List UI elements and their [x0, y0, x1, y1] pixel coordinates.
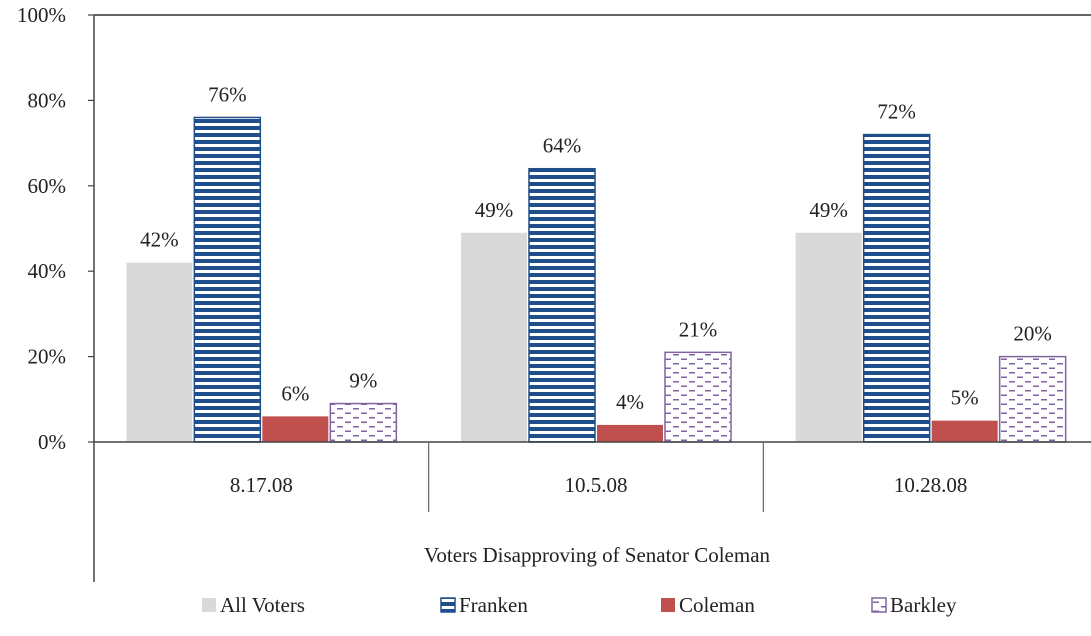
legend-swatch-coleman [661, 598, 675, 612]
bar-franken [528, 167, 596, 443]
x-category-label: 8.17.08 [230, 473, 293, 497]
bar-all-voters [126, 262, 193, 442]
category-group-label: Voters Disapproving of Senator Coleman [424, 543, 771, 567]
bar-barkley [664, 351, 732, 443]
bar-value-label: 6% [281, 381, 309, 405]
y-tick-label: 80% [28, 88, 67, 112]
x-category-label: 10.28.08 [894, 473, 968, 497]
x-axis: 8.17.08 10.5.08 10.28.08 [94, 441, 1091, 512]
legend-label: Barkley [890, 593, 957, 617]
y-tick-label: 20% [28, 345, 67, 369]
bar-value-label: 42% [140, 228, 179, 252]
bar-franken [862, 133, 931, 443]
x-category-label: 10.5.08 [565, 473, 628, 497]
y-axis-ticks: 0% 20% 40% 60% 80% 100% [17, 3, 94, 454]
legend: All Voters Franken Coleman Barkley [202, 593, 957, 617]
bar-value-label: 76% [208, 82, 247, 106]
plot-frame [93, 14, 1091, 582]
bars [126, 116, 1067, 443]
bar-coleman [597, 424, 663, 442]
legend-label: Coleman [679, 593, 755, 617]
bar-franken [193, 116, 262, 443]
bar-all-voters [461, 232, 527, 442]
bar-value-label: 9% [349, 369, 377, 393]
legend-swatch-all-voters [202, 598, 216, 612]
y-tick-label: 40% [28, 259, 67, 283]
y-tick-label: 60% [28, 174, 67, 198]
bar-value-label: 21% [679, 317, 718, 341]
bar-coleman [931, 420, 998, 442]
bar-value-label: 49% [475, 198, 514, 222]
bar-all-voters [795, 232, 862, 442]
bar-barkley [329, 402, 398, 443]
bar-barkley [998, 355, 1067, 443]
bar-value-label: 20% [1013, 322, 1052, 346]
bar-value-label: 4% [616, 390, 644, 414]
bar-value-label: 49% [809, 198, 848, 222]
legend-label: All Voters [220, 593, 305, 617]
bar-value-label: 64% [543, 134, 582, 158]
y-tick-label: 0% [38, 430, 66, 454]
bar-value-label: 72% [877, 100, 916, 124]
legend-swatch-barkley [871, 597, 887, 613]
bar-value-label: 5% [951, 386, 979, 410]
y-tick-label: 100% [17, 3, 66, 27]
bar-value-labels: 42% 76% 6% 9% 49% 64% 4% 21% 49% 72% 5% 20% [140, 82, 1052, 413]
bar-coleman [262, 416, 329, 442]
legend-label: Franken [459, 593, 528, 617]
legend-swatch-franken [440, 597, 456, 613]
